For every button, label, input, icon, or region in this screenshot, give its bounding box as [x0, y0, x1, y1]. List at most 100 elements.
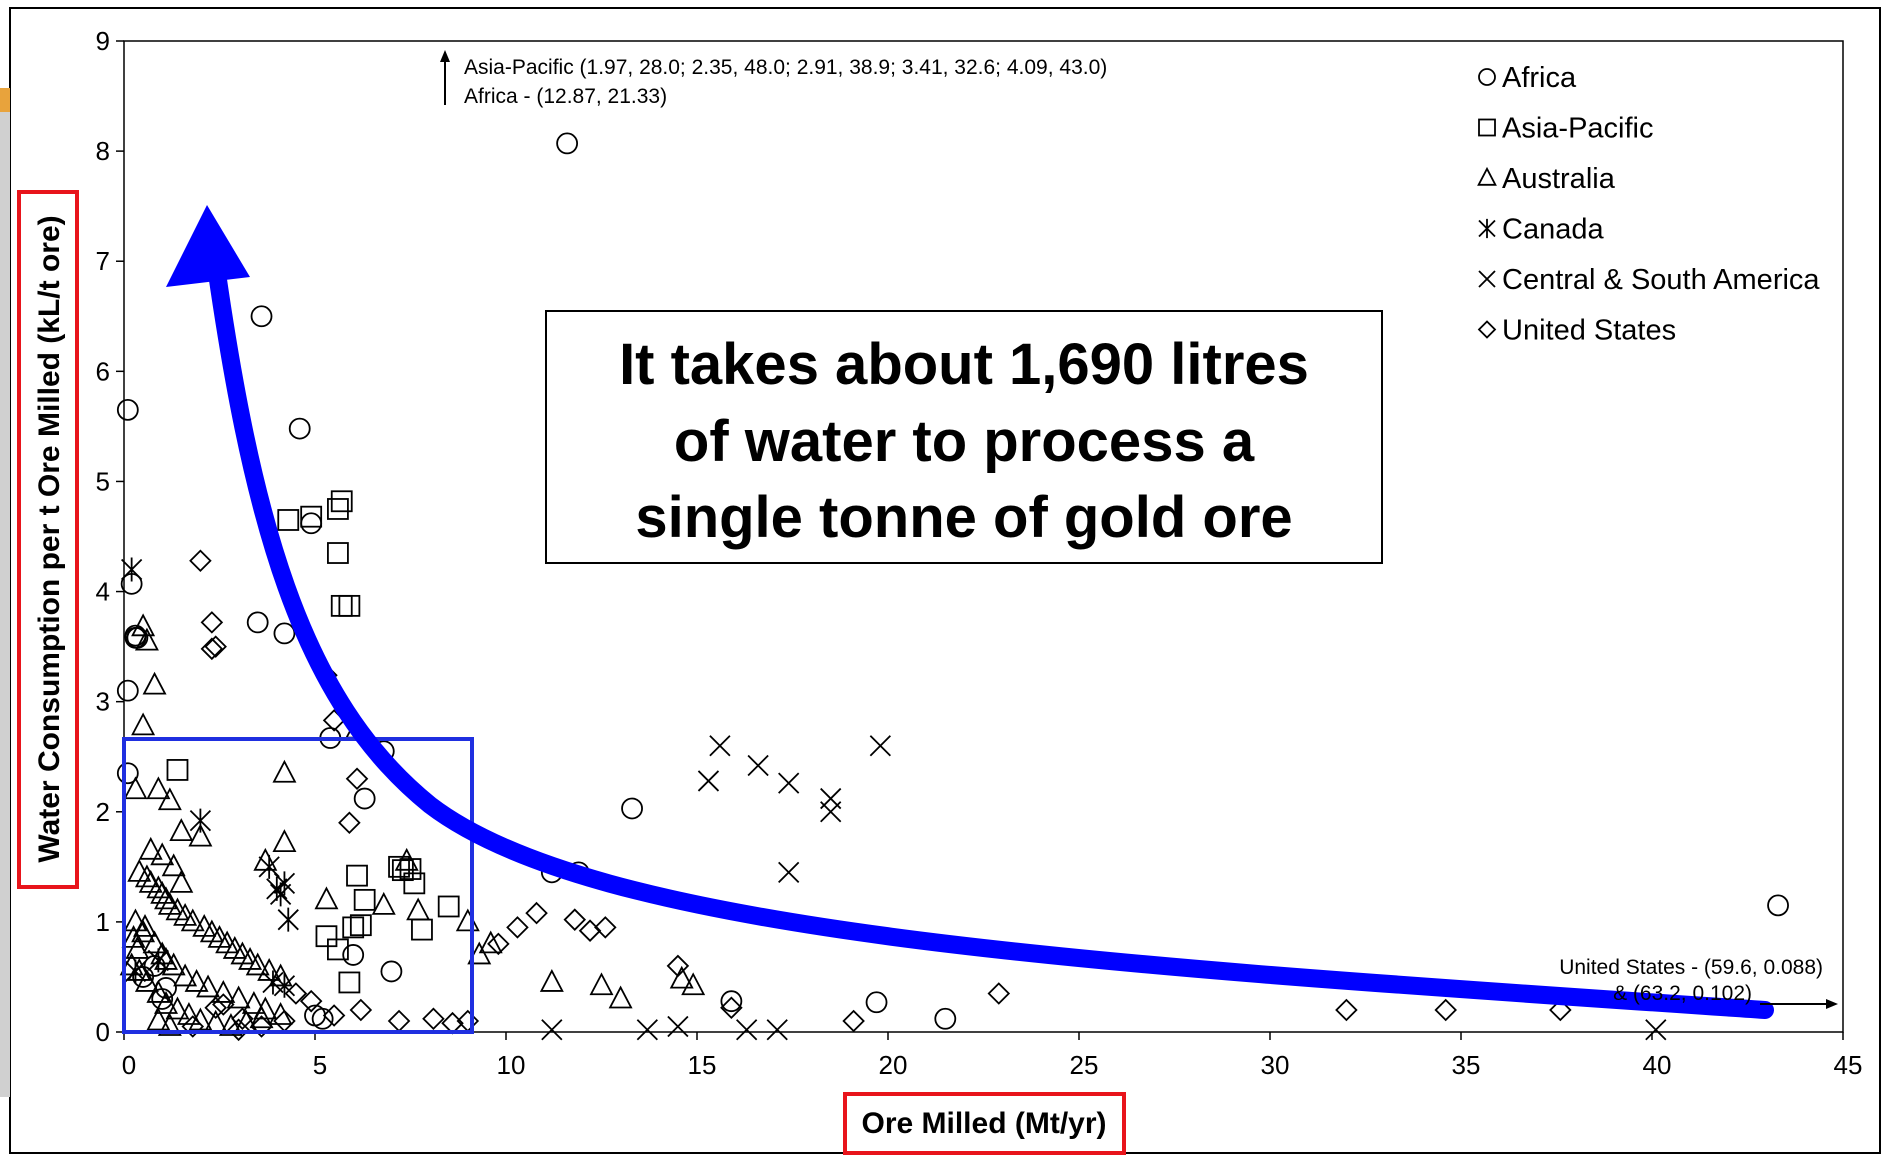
- point-africa: [288, 417, 311, 440]
- x-tick-label: 30: [1261, 1050, 1290, 1080]
- y-tick-label: 1: [96, 907, 110, 937]
- point-australia: [249, 1005, 274, 1029]
- point-africa: [116, 398, 139, 421]
- point-africa: [311, 1007, 334, 1030]
- y-tick-label: 6: [96, 356, 110, 386]
- slide-accent-bar: [0, 88, 10, 112]
- point-united-states: [200, 637, 224, 661]
- point-central-south-america: [667, 1015, 689, 1038]
- y-tick-label: 5: [96, 466, 110, 496]
- x-tick-label: 10: [497, 1050, 526, 1080]
- point-asia-pacific: [403, 872, 426, 895]
- point-australia: [154, 991, 179, 1014]
- x-tick-label: 45: [1834, 1050, 1863, 1080]
- point-australia: [314, 886, 339, 910]
- point-africa: [720, 990, 743, 1013]
- point-central-south-america: [820, 801, 842, 823]
- plot-area: [123, 40, 1844, 1033]
- point-united-states: [231, 1007, 254, 1031]
- point-australia: [589, 972, 614, 996]
- point-australia: [134, 627, 159, 651]
- highlight-box: [122, 737, 474, 1034]
- legend-label-united-states: United States: [1502, 315, 1676, 347]
- point-united-states: [200, 611, 224, 634]
- point-central-south-america: [747, 754, 769, 777]
- point-united-states: [345, 767, 369, 791]
- point-asia-pacific: [349, 914, 372, 937]
- point-united-states: [506, 916, 529, 939]
- point-united-states: [578, 919, 602, 942]
- point-united-states: [563, 908, 587, 931]
- right-note-2: & (63.2, 0.102): [1613, 982, 1752, 1005]
- point-central-south-america: [778, 861, 800, 883]
- point-united-states: [422, 1007, 445, 1031]
- point-asia-pacific: [166, 759, 189, 781]
- legend-label-australia: Australia: [1502, 163, 1616, 195]
- point-central-south-america: [697, 770, 720, 792]
- y-tick-label: 9: [96, 26, 110, 56]
- point-africa: [273, 622, 296, 645]
- point-asia-pacific: [330, 490, 353, 513]
- point-asia-pacific: [437, 895, 460, 918]
- point-africa: [556, 132, 579, 155]
- point-australia: [188, 823, 213, 847]
- x-tick-label: 15: [688, 1050, 717, 1080]
- point-africa: [250, 305, 273, 328]
- point-australia: [146, 1007, 171, 1031]
- point-australia: [406, 897, 431, 921]
- point-canada: [124, 959, 147, 984]
- y-tick-label: 7: [96, 246, 110, 276]
- point-australia: [123, 776, 148, 800]
- point-africa: [1767, 894, 1789, 917]
- point-australia: [268, 1002, 293, 1025]
- point-australia: [133, 913, 157, 937]
- point-asia-pacific: [388, 855, 410, 878]
- point-united-states: [204, 996, 227, 1020]
- x-axis-title-box: [843, 1092, 1126, 1155]
- y-tick-label: 0: [96, 1017, 110, 1047]
- point-australia: [211, 980, 236, 1003]
- y-tick-label: 2: [96, 797, 110, 827]
- point-canada: [273, 871, 296, 896]
- point-australia: [180, 908, 205, 932]
- point-central-south-america: [869, 735, 891, 757]
- point-central-south-america: [736, 1019, 758, 1041]
- point-africa: [934, 1007, 957, 1030]
- x-tick-label: 0: [122, 1050, 136, 1080]
- point-united-states: [250, 1015, 273, 1038]
- point-australia: [272, 759, 297, 783]
- point-asia-pacific: [327, 498, 349, 520]
- point-united-states: [666, 954, 690, 978]
- point-united-states: [227, 1018, 250, 1042]
- point-asia-pacific: [338, 971, 361, 994]
- point-australia: [125, 935, 150, 959]
- chart-border: [9, 7, 1881, 1154]
- point-australia: [241, 991, 266, 1014]
- point-australia: [467, 941, 492, 965]
- point-australia: [142, 930, 167, 954]
- point-africa: [380, 960, 403, 983]
- point-australia: [539, 969, 564, 992]
- x-axis: 0 5 10 15 20 25 30 35 40 45: [122, 1032, 1863, 1080]
- legend-marker-africa: [1478, 68, 1496, 86]
- point-africa: [246, 611, 269, 634]
- point-australia: [150, 842, 175, 866]
- point-australia: [157, 787, 182, 811]
- y-axis-title: Water Consumption per t Ore Milled (kL/t…: [33, 215, 66, 862]
- point-australia: [218, 1013, 243, 1036]
- top-note-1: Asia-Pacific (1.97, 28.0; 2.35, 48.0; 2.…: [464, 56, 1107, 79]
- point-asia-pacific: [277, 509, 300, 531]
- point-united-states: [525, 901, 548, 925]
- legend-label-asia-pacific: Asia-Pacific: [1502, 113, 1654, 145]
- point-africa: [353, 787, 376, 810]
- point-united-states: [1549, 998, 1572, 1022]
- point-united-states: [212, 993, 235, 1016]
- point-africa: [342, 944, 365, 966]
- point-africa: [124, 626, 147, 649]
- point-australia: [138, 836, 163, 860]
- point-canada: [147, 948, 170, 973]
- point-canada: [277, 907, 299, 932]
- point-asia-pacific: [327, 938, 349, 961]
- x-tick-label: 25: [1070, 1050, 1099, 1080]
